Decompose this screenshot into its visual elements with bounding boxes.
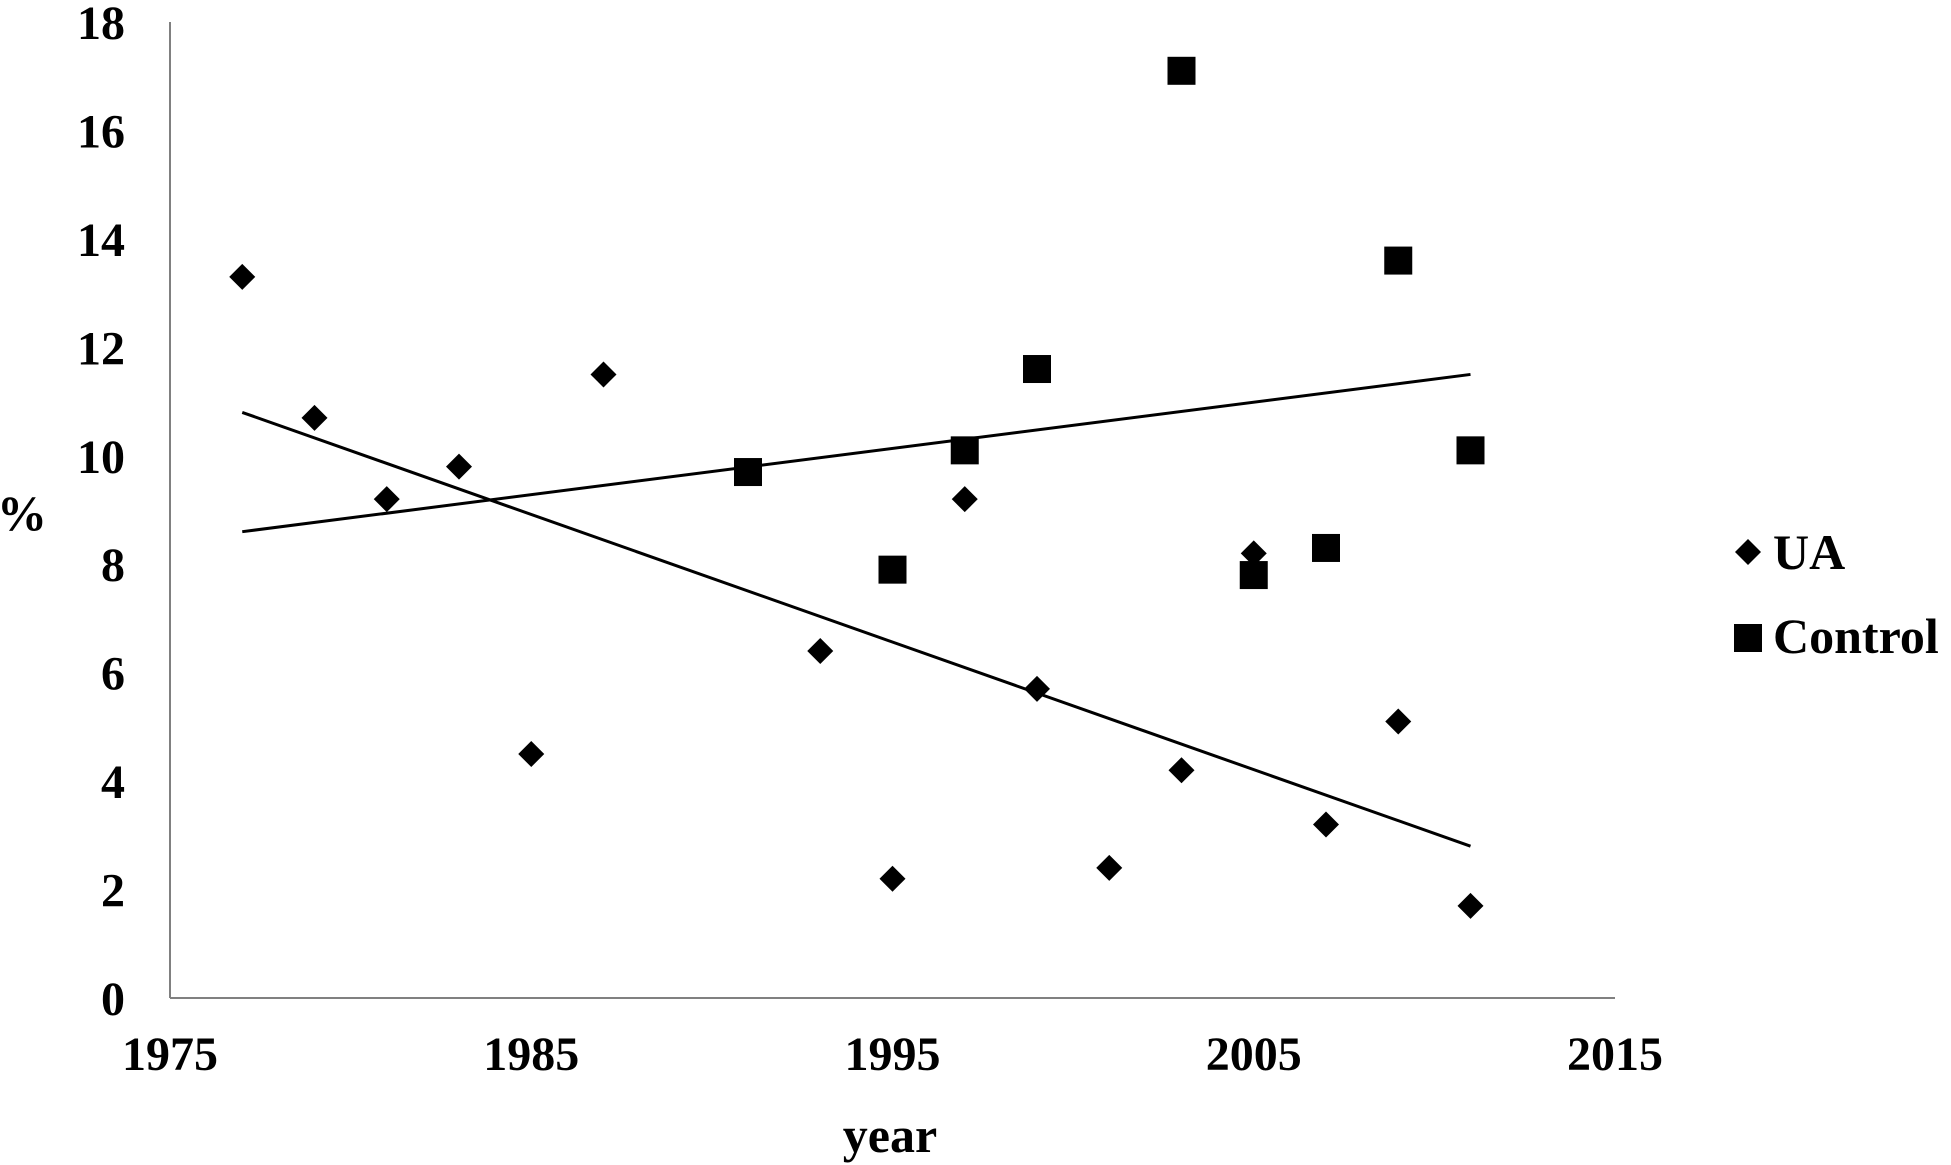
trendline-ua bbox=[241, 410, 1471, 848]
data-point-control bbox=[1456, 436, 1485, 465]
y-tick-label: 16 bbox=[77, 105, 125, 158]
data-point-control bbox=[950, 436, 979, 465]
y-tick-label: 18 bbox=[77, 0, 125, 50]
legend-marker-ua bbox=[1735, 539, 1761, 565]
data-point-ua bbox=[373, 486, 400, 513]
y-tick-label: 0 bbox=[101, 973, 125, 1026]
y-tick-label: 2 bbox=[101, 865, 125, 918]
x-tick-label: 1975 bbox=[122, 1028, 218, 1081]
data-point-ua bbox=[1096, 854, 1123, 881]
data-markers bbox=[229, 56, 1485, 919]
data-point-ua bbox=[879, 865, 906, 892]
y-axis-ticks: 0 2 4 6 8 10 12 14 16 18 bbox=[77, 0, 125, 1026]
trendlines bbox=[241, 372, 1471, 848]
data-point-control bbox=[878, 555, 907, 584]
x-tick-label: 2005 bbox=[1206, 1028, 1302, 1081]
data-point-ua bbox=[1313, 811, 1339, 838]
data-point-control bbox=[1167, 56, 1196, 85]
legend-label-control: Control bbox=[1773, 608, 1939, 664]
data-point-ua bbox=[590, 361, 617, 388]
data-point-ua bbox=[951, 486, 978, 513]
legend-marker-control bbox=[1734, 624, 1762, 652]
x-tick-label: 1985 bbox=[483, 1028, 579, 1081]
trendline-control bbox=[242, 372, 1471, 534]
x-axis-title: year bbox=[843, 1107, 937, 1163]
y-axis-title: % bbox=[0, 485, 47, 541]
data-point-ua bbox=[1240, 540, 1267, 567]
x-axis-ticks: 1975 1985 1995 2005 2015 bbox=[122, 1028, 1663, 1081]
data-point-ua bbox=[518, 741, 545, 767]
data-point-ua bbox=[807, 637, 834, 664]
data-point-ua bbox=[1168, 757, 1195, 784]
data-point-ua bbox=[446, 453, 472, 480]
data-point-ua bbox=[1385, 708, 1412, 735]
x-tick-label: 1995 bbox=[845, 1028, 941, 1081]
data-point-ua bbox=[301, 404, 328, 431]
y-tick-label: 12 bbox=[77, 322, 125, 375]
legend-label-ua: UA bbox=[1773, 524, 1845, 580]
data-point-control bbox=[1312, 533, 1340, 562]
y-tick-label: 4 bbox=[101, 756, 125, 809]
y-tick-label: 6 bbox=[101, 648, 125, 701]
y-tick-label: 14 bbox=[77, 214, 125, 267]
axes bbox=[169, 22, 1615, 999]
x-tick-label: 2015 bbox=[1567, 1028, 1663, 1081]
data-point-control bbox=[1239, 561, 1268, 590]
data-point-control bbox=[1023, 355, 1051, 384]
data-point-control bbox=[734, 458, 762, 487]
data-point-ua bbox=[1457, 892, 1484, 919]
y-tick-label: 10 bbox=[77, 431, 125, 484]
legend: UA Control bbox=[1734, 524, 1939, 664]
data-point-ua bbox=[1024, 675, 1050, 702]
data-point-ua bbox=[229, 263, 256, 290]
data-point-control bbox=[1384, 246, 1413, 275]
y-tick-label: 8 bbox=[101, 539, 125, 592]
